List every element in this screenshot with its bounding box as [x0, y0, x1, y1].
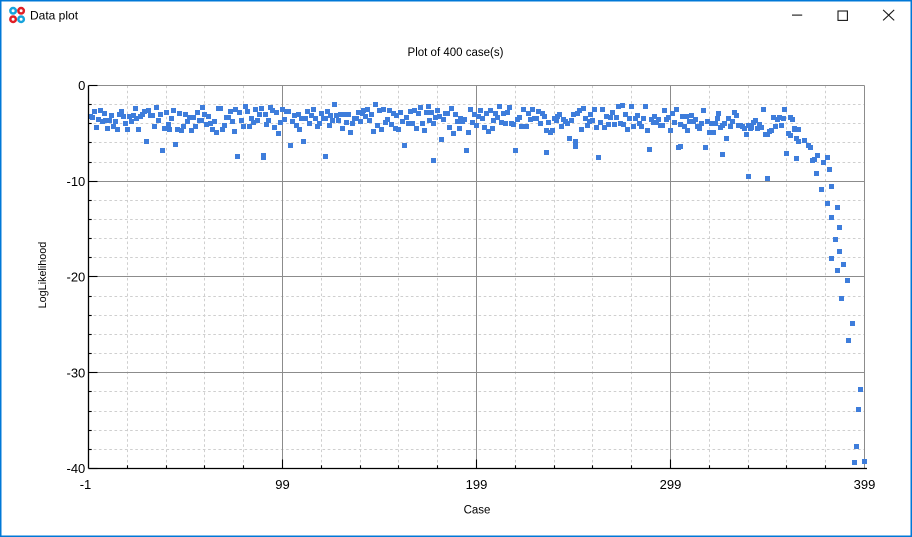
- svg-text:299: 299: [660, 477, 682, 492]
- svg-text:-20: -20: [67, 270, 86, 285]
- svg-text:99: 99: [275, 477, 289, 492]
- svg-text:Case: Case: [464, 505, 491, 517]
- svg-text:-10: -10: [67, 174, 86, 189]
- svg-text:LogLikelihood: LogLikelihood: [37, 242, 49, 309]
- svg-text:Plot of 400 case(s): Plot of 400 case(s): [408, 47, 504, 59]
- svg-text:-1: -1: [80, 477, 92, 492]
- svg-text:-30: -30: [67, 365, 86, 380]
- svg-text:-40: -40: [67, 461, 86, 476]
- svg-text:0: 0: [78, 78, 85, 93]
- svg-text:199: 199: [466, 477, 488, 492]
- svg-text:399: 399: [854, 477, 876, 492]
- svg-text:Data plot: Data plot: [30, 8, 79, 22]
